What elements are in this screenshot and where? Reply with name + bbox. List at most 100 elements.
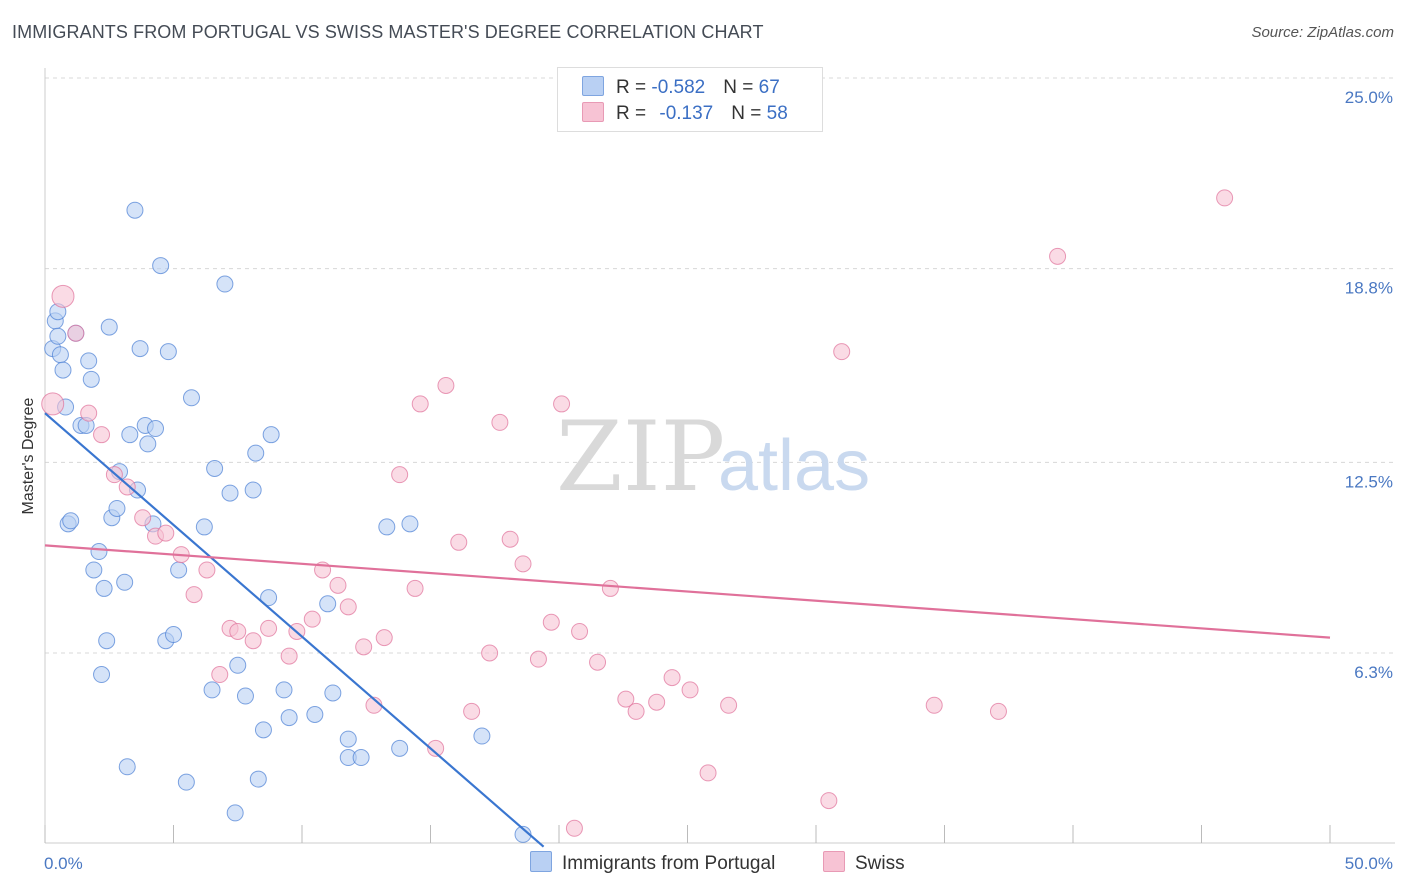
point-portugal (391, 739, 409, 757)
correlation-legend: R = -0.582 N = 67 R = -0.137 N = 58 (557, 67, 823, 132)
legend-row-swiss: R = -0.137 N = 58 (582, 102, 788, 128)
point-portugal (177, 773, 195, 791)
point-portugal (131, 340, 149, 358)
point-portugal (90, 543, 108, 561)
x-tick-label-min: 0.0% (44, 854, 83, 873)
watermark-zip: ZIP (556, 401, 725, 513)
point-portugal (203, 681, 221, 699)
point-swiss (134, 509, 152, 527)
point-portugal (244, 481, 262, 499)
point-portugal (98, 632, 116, 650)
point-portugal (319, 595, 337, 613)
point-portugal (49, 327, 67, 345)
point-swiss (481, 644, 499, 662)
point-swiss (529, 650, 547, 668)
point-swiss (720, 696, 738, 714)
point-swiss (67, 324, 85, 342)
series-legend-swiss: Swiss (823, 851, 905, 875)
point-portugal (275, 681, 293, 699)
point-portugal (159, 343, 177, 361)
point-swiss (303, 610, 321, 628)
series-legend-portugal: Immigrants from Portugal (530, 851, 775, 875)
point-portugal (229, 656, 247, 674)
point-portugal (116, 573, 134, 591)
trend-line-swiss (44, 544, 1331, 639)
point-swiss (80, 404, 98, 422)
point-swiss (589, 653, 607, 671)
watermark: ZIP atlas (556, 401, 870, 513)
point-portugal (254, 721, 272, 739)
legend-r-value-portugal: -0.582 (651, 77, 706, 98)
legend-swatch-portugal (582, 76, 604, 96)
point-swiss (491, 413, 509, 431)
chart-title: IMMIGRANTS FROM PORTUGAL VS SWISS MASTER… (12, 22, 764, 42)
point-swiss (93, 426, 111, 444)
point-swiss (437, 376, 455, 394)
data-points (41, 189, 1234, 843)
point-swiss (1049, 247, 1067, 265)
point-swiss (427, 739, 445, 757)
legend-r-value-swiss: -0.137 (659, 103, 714, 124)
point-swiss (553, 395, 571, 413)
point-portugal (62, 512, 80, 530)
point-swiss (391, 466, 409, 484)
point-swiss (463, 702, 481, 720)
point-portugal (100, 318, 118, 336)
point-swiss (450, 533, 468, 551)
point-portugal (82, 370, 100, 388)
point-swiss (375, 629, 393, 647)
point-portugal (139, 435, 157, 453)
point-portugal (126, 201, 144, 219)
grid-lines (45, 77, 1395, 654)
point-portugal (195, 518, 213, 536)
legend-swatch-swiss (582, 102, 604, 122)
point-portugal (306, 705, 324, 723)
point-swiss (260, 619, 278, 637)
point-swiss (329, 576, 347, 594)
point-swiss (198, 561, 216, 579)
legend-n-value-portugal: 67 (758, 77, 780, 98)
point-swiss (571, 622, 589, 640)
point-portugal (401, 515, 419, 533)
point-swiss (565, 819, 583, 837)
series-name-portugal: Immigrants from Portugal (562, 853, 776, 874)
point-portugal (118, 758, 136, 776)
y-tick-label: 6.3% (1354, 663, 1393, 682)
point-portugal (262, 426, 280, 444)
point-portugal (226, 804, 244, 822)
point-swiss (501, 530, 519, 548)
point-swiss (118, 478, 136, 496)
point-portugal (85, 561, 103, 579)
point-swiss (1216, 189, 1234, 207)
point-portugal (206, 460, 224, 478)
point-swiss (542, 613, 560, 631)
legend-r-label: R = (616, 103, 652, 124)
point-portugal (378, 518, 396, 536)
point-portugal (121, 426, 139, 444)
point-swiss (514, 555, 532, 573)
point-swiss (989, 702, 1007, 720)
point-swiss (627, 702, 645, 720)
point-portugal (108, 499, 126, 517)
y-tick-label: 12.5% (1345, 472, 1393, 491)
point-swiss (663, 669, 681, 687)
point-portugal (352, 749, 370, 767)
point-portugal (182, 389, 200, 407)
trend-line-portugal (44, 412, 545, 848)
point-portugal (165, 626, 182, 644)
point-portugal (93, 666, 111, 684)
y-tick-label: 25.0% (1345, 88, 1393, 107)
point-portugal (324, 684, 342, 702)
point-portugal (473, 727, 491, 745)
point-swiss (699, 764, 717, 782)
point-swiss (229, 622, 247, 640)
point-swiss (355, 638, 373, 656)
watermark-atlas: atlas (718, 426, 870, 506)
point-portugal (249, 770, 267, 788)
point-swiss (681, 681, 699, 699)
point-portugal (236, 687, 254, 705)
point-swiss (617, 690, 635, 708)
legend-n-label: N = (723, 77, 759, 98)
point-swiss (244, 632, 262, 650)
